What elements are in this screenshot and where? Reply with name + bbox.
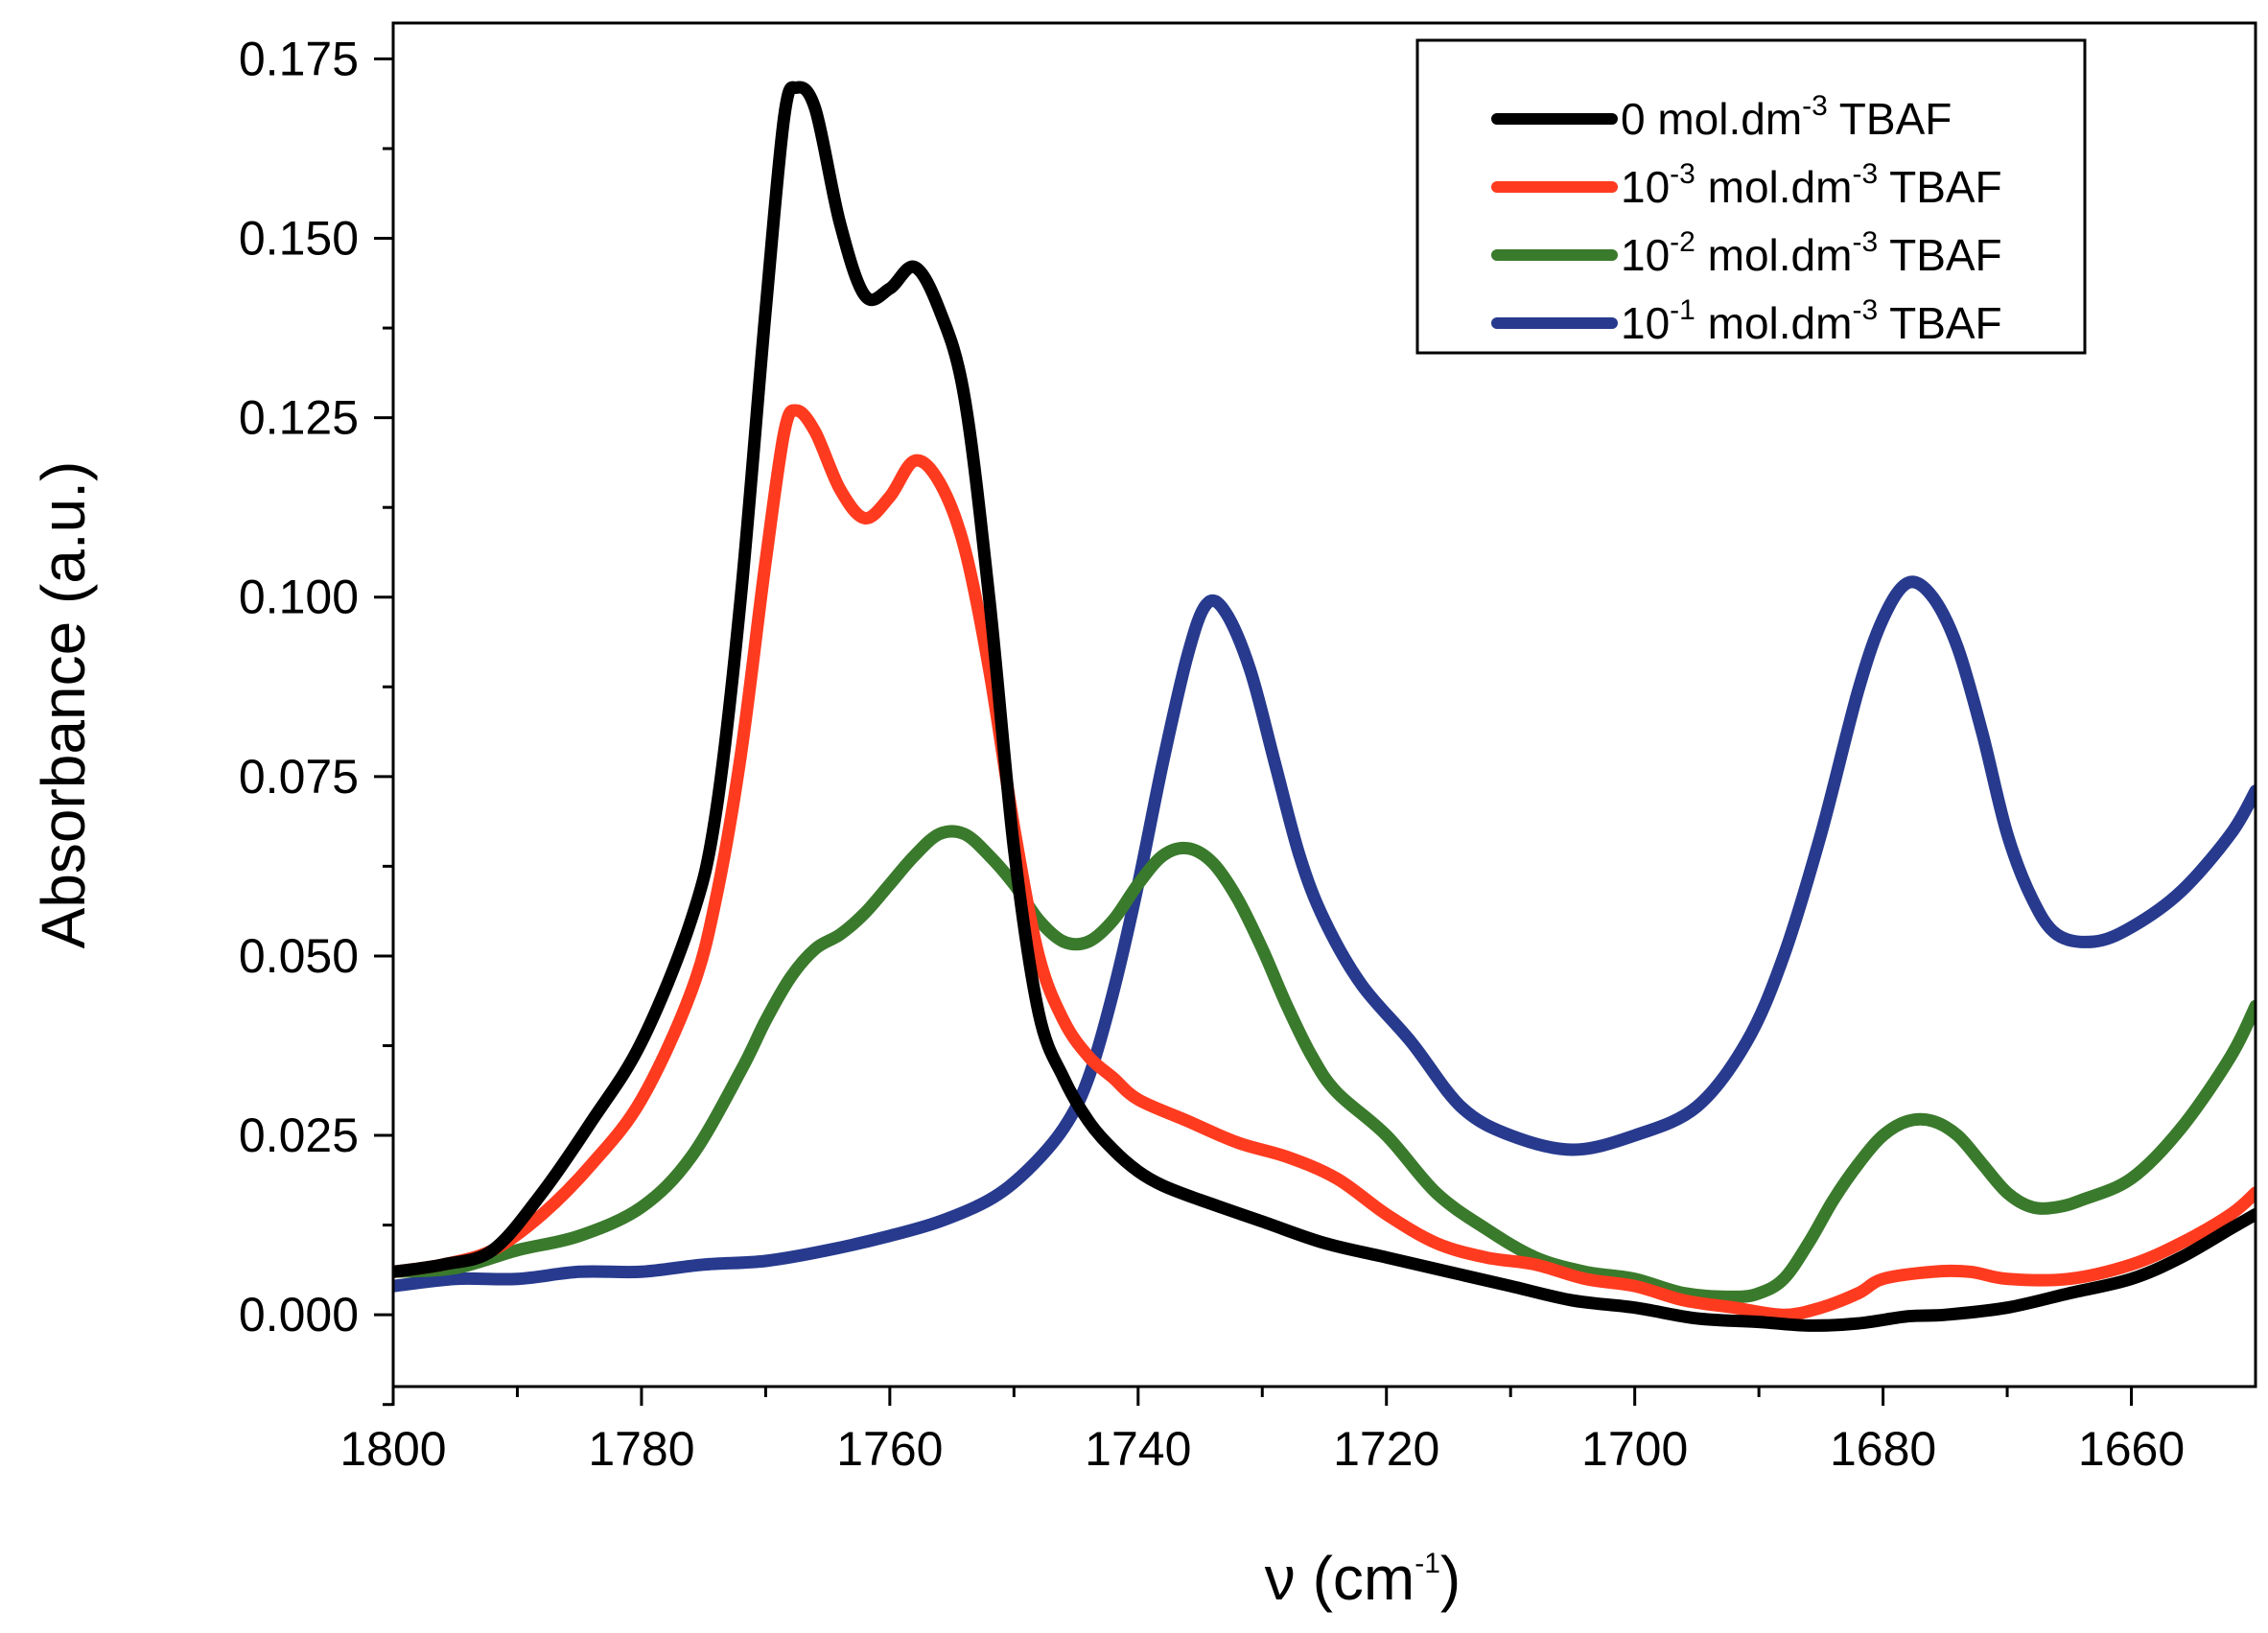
legend-label-2: 10-2 mol.dm-3 TBAF (1621, 226, 2002, 280)
x-tick-label: 1660 (2078, 1422, 2185, 1476)
x-tick-label: 1800 (339, 1422, 446, 1476)
x-tick-label: 1700 (1581, 1422, 1688, 1476)
legend-label-3: 10-1 mol.dm-3 TBAF (1621, 294, 2002, 348)
x-tick-label: 1720 (1333, 1422, 1439, 1476)
series-layer (393, 81, 2256, 1332)
y-tick-label: 0.100 (239, 571, 359, 624)
y-axis-title: Absorbance (a.u.) (29, 461, 98, 949)
y-tick-label: 0.125 (239, 391, 359, 445)
y-tick-label: 0.175 (239, 32, 359, 85)
plot-frame (391, 21, 2257, 1388)
y-tick-label: 0.075 (239, 750, 359, 804)
x-axis-title: ν (cm-1) (1265, 1544, 1461, 1613)
legend: 0 mol.dm-3 TBAF 10-3 mol.dm-3 TBAF 10-2 mo… (1415, 38, 2087, 355)
x-tick-label: 1680 (1830, 1422, 1936, 1476)
y-tick-label: 0.025 (239, 1108, 359, 1162)
y-tick-label: 0.050 (239, 929, 359, 983)
x-tick-label: 1780 (588, 1422, 694, 1476)
series-line-3 (393, 575, 2256, 1293)
legend-label-1: 10-3 mol.dm-3 TBAF (1621, 158, 2002, 212)
y-tick-label: 0.000 (239, 1288, 359, 1341)
series-line-1 (393, 404, 2256, 1321)
legend-label-0: 0 mol.dm-3 TBAF (1621, 90, 1952, 144)
series-line-0 (393, 81, 2256, 1332)
x-tick-label: 1760 (836, 1422, 943, 1476)
y-tick-label: 0.150 (239, 212, 359, 266)
axes-layer: 1800 1780 1760 1740 1720 1700 1680 1660 0.000 0.0… (29, 21, 2257, 1613)
x-tick-label: 1740 (1085, 1422, 1191, 1476)
legend-box (1415, 38, 2087, 355)
series-line-2 (393, 825, 2256, 1303)
